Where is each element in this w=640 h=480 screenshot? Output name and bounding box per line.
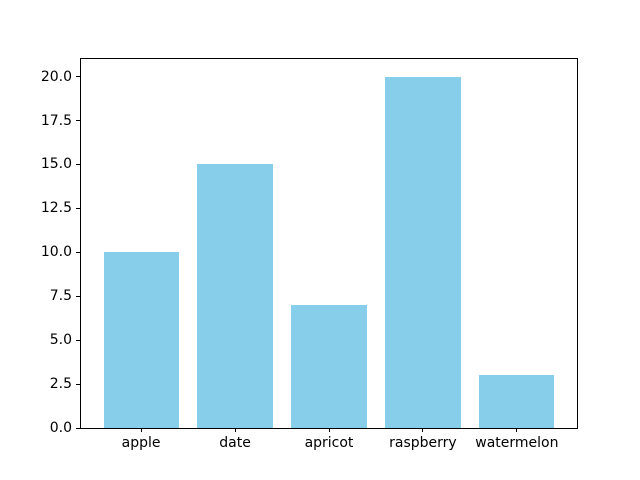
y-tick-mark	[76, 295, 80, 297]
x-tick-mark	[516, 428, 518, 432]
x-tick-mark	[140, 428, 142, 432]
plot-area: 0.0 2.5 5.0 7.5 10.0 12.5 15.0 17.5 20.0 apple dat…	[41, 58, 578, 450]
y-tick-mark	[76, 339, 80, 341]
y-tick-label: 15.0	[40, 156, 72, 173]
y-tick-label: 2.5	[49, 376, 72, 393]
x-tick-label-apricot: apricot	[304, 435, 354, 451]
x-tick-label-date: date	[219, 435, 251, 451]
x-tick-label-watermelon: watermelon	[475, 435, 559, 451]
y-tick-mark	[76, 427, 80, 429]
x-tick-label-apple: apple	[121, 435, 161, 451]
y-tick-label: 5.0	[49, 332, 72, 349]
bar-apple	[103, 252, 179, 428]
y-tick-mark	[76, 251, 80, 253]
y-tick-label: 20.0	[40, 68, 72, 85]
y-tick-label: 10.0	[40, 244, 72, 261]
y-tick-label: 0.0	[49, 420, 72, 436]
x-tick-mark	[422, 428, 424, 432]
bar-raspberry	[385, 76, 461, 428]
y-tick-mark	[76, 207, 80, 209]
y-tick-mark	[76, 120, 80, 121]
bar-watermelon	[479, 375, 555, 428]
y-tick-label: 17.5	[40, 112, 72, 129]
y-tick-mark	[76, 163, 80, 165]
y-tick-label: 12.5	[40, 200, 72, 217]
bar-date	[197, 164, 273, 428]
y-tick-mark	[76, 76, 80, 78]
y-tick-mark	[76, 383, 80, 385]
x-tick-label-raspberry: raspberry	[389, 435, 457, 451]
x-tick-mark	[328, 428, 330, 432]
bar-apricot	[291, 305, 367, 428]
x-tick-mark	[234, 428, 236, 432]
y-tick-label: 7.5	[49, 288, 72, 305]
